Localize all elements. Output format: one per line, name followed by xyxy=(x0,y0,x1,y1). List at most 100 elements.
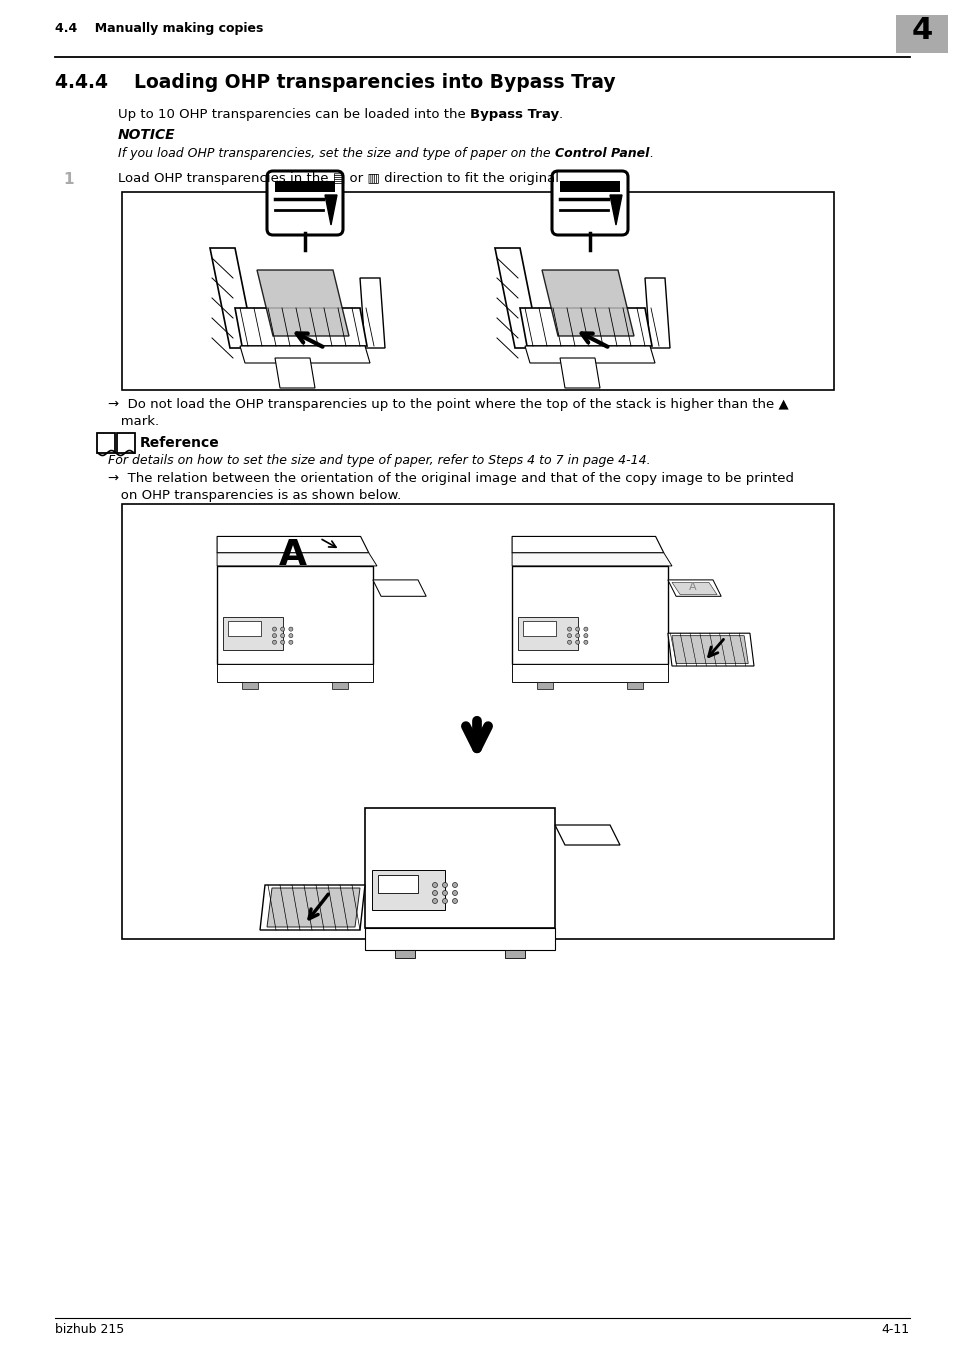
Circle shape xyxy=(432,890,437,896)
Text: 4.4    Manually making copies: 4.4 Manually making copies xyxy=(55,22,263,35)
Circle shape xyxy=(452,898,457,904)
Text: For details on how to set the size and type of paper, refer to Steps 4 to 7 in p: For details on how to set the size and t… xyxy=(108,454,650,467)
Circle shape xyxy=(432,898,437,904)
FancyBboxPatch shape xyxy=(365,928,555,950)
Polygon shape xyxy=(555,825,619,844)
Text: If you load OHP transparencies, set the size and type of paper on the: If you load OHP transparencies, set the … xyxy=(118,147,554,159)
Circle shape xyxy=(567,627,571,631)
FancyBboxPatch shape xyxy=(522,621,555,636)
Text: .: . xyxy=(558,108,562,122)
Polygon shape xyxy=(325,195,336,226)
Circle shape xyxy=(575,634,579,638)
Text: Bypass Tray: Bypass Tray xyxy=(470,108,558,122)
FancyBboxPatch shape xyxy=(217,665,373,682)
FancyBboxPatch shape xyxy=(267,172,343,235)
Polygon shape xyxy=(372,870,444,911)
Polygon shape xyxy=(609,195,621,226)
Circle shape xyxy=(452,890,457,896)
Text: Reference: Reference xyxy=(140,436,219,450)
Text: .: . xyxy=(648,147,652,159)
Polygon shape xyxy=(234,308,367,346)
FancyBboxPatch shape xyxy=(512,665,667,682)
FancyBboxPatch shape xyxy=(117,434,135,453)
Polygon shape xyxy=(519,308,651,346)
FancyBboxPatch shape xyxy=(559,181,619,192)
Polygon shape xyxy=(217,553,376,566)
FancyBboxPatch shape xyxy=(332,682,348,689)
Text: →  The relation between the orientation of the original image and that of the co: → The relation between the orientation o… xyxy=(108,471,793,485)
FancyBboxPatch shape xyxy=(504,950,524,958)
Polygon shape xyxy=(671,582,717,594)
Text: Up to 10 OHP transparencies can be loaded into the: Up to 10 OHP transparencies can be loade… xyxy=(118,108,470,122)
Circle shape xyxy=(289,627,293,631)
Polygon shape xyxy=(512,553,671,566)
Circle shape xyxy=(280,634,284,638)
Polygon shape xyxy=(210,249,254,349)
Polygon shape xyxy=(223,617,282,650)
Polygon shape xyxy=(541,270,634,336)
Text: 4.4.4    Loading OHP transparencies into Bypass Tray: 4.4.4 Loading OHP transparencies into By… xyxy=(55,73,615,92)
Polygon shape xyxy=(359,278,385,349)
FancyBboxPatch shape xyxy=(122,192,833,390)
Polygon shape xyxy=(373,580,426,596)
Circle shape xyxy=(583,634,587,638)
Polygon shape xyxy=(256,270,349,336)
FancyBboxPatch shape xyxy=(626,682,642,689)
Text: bizhub 215: bizhub 215 xyxy=(55,1323,124,1336)
Polygon shape xyxy=(667,634,753,666)
Polygon shape xyxy=(644,278,669,349)
FancyBboxPatch shape xyxy=(377,875,417,893)
Polygon shape xyxy=(495,249,539,349)
Text: 4: 4 xyxy=(910,16,932,45)
Text: A: A xyxy=(278,538,306,571)
FancyBboxPatch shape xyxy=(552,172,627,235)
Circle shape xyxy=(280,640,284,644)
Circle shape xyxy=(442,890,447,896)
Circle shape xyxy=(273,640,276,644)
Text: Load OHP transparencies in the ▤ or ▥ direction to fit the original.: Load OHP transparencies in the ▤ or ▥ di… xyxy=(118,172,562,185)
Circle shape xyxy=(575,640,579,644)
Circle shape xyxy=(289,634,293,638)
Polygon shape xyxy=(559,358,599,388)
Polygon shape xyxy=(260,885,365,929)
FancyBboxPatch shape xyxy=(895,15,947,53)
FancyBboxPatch shape xyxy=(97,434,115,453)
FancyBboxPatch shape xyxy=(228,621,260,636)
Circle shape xyxy=(442,882,447,888)
Text: 1: 1 xyxy=(63,172,73,186)
Circle shape xyxy=(289,640,293,644)
Circle shape xyxy=(575,627,579,631)
Text: NOTICE: NOTICE xyxy=(118,128,175,142)
FancyBboxPatch shape xyxy=(274,181,335,192)
FancyBboxPatch shape xyxy=(365,808,555,928)
Circle shape xyxy=(280,627,284,631)
Polygon shape xyxy=(517,617,578,650)
Polygon shape xyxy=(512,536,663,553)
Text: mark.: mark. xyxy=(108,415,159,428)
FancyBboxPatch shape xyxy=(512,566,667,665)
Polygon shape xyxy=(240,346,370,363)
Circle shape xyxy=(567,634,571,638)
Circle shape xyxy=(583,640,587,644)
Circle shape xyxy=(583,627,587,631)
FancyBboxPatch shape xyxy=(122,504,833,939)
Circle shape xyxy=(273,627,276,631)
Polygon shape xyxy=(671,636,747,663)
Text: Control Panel: Control Panel xyxy=(554,147,648,159)
Circle shape xyxy=(442,898,447,904)
Circle shape xyxy=(567,640,571,644)
Circle shape xyxy=(432,882,437,888)
Circle shape xyxy=(273,634,276,638)
Text: →  Do not load the OHP transparencies up to the point where the top of the stack: → Do not load the OHP transparencies up … xyxy=(108,399,788,411)
Polygon shape xyxy=(217,536,369,553)
FancyBboxPatch shape xyxy=(537,682,553,689)
Polygon shape xyxy=(267,888,359,927)
Polygon shape xyxy=(667,580,720,596)
FancyBboxPatch shape xyxy=(395,950,415,958)
Text: on OHP transparencies is as shown below.: on OHP transparencies is as shown below. xyxy=(108,489,401,503)
Polygon shape xyxy=(524,346,655,363)
FancyBboxPatch shape xyxy=(217,566,373,665)
Text: A: A xyxy=(688,581,696,592)
Circle shape xyxy=(452,882,457,888)
FancyBboxPatch shape xyxy=(241,682,258,689)
